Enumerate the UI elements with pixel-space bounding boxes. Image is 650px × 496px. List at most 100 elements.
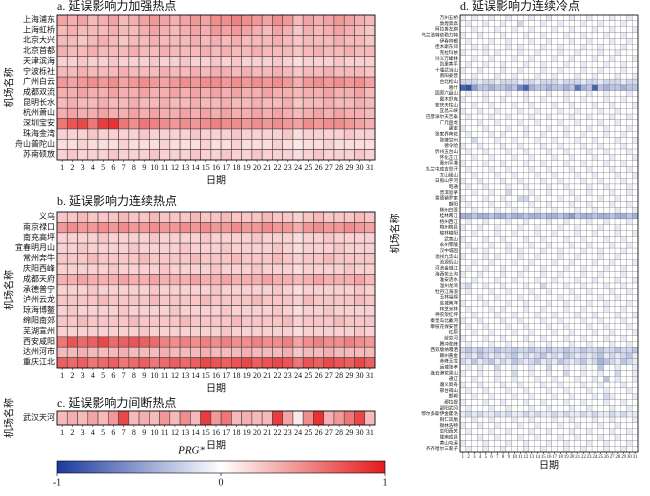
heat-cell	[56, 45, 68, 57]
heat-cell	[557, 259, 564, 266]
heat-cell	[465, 78, 472, 86]
heat-cell	[210, 284, 222, 296]
heat-cell	[626, 189, 633, 196]
y-tick-label: 绥芬河	[444, 334, 458, 341]
heat-cell	[292, 35, 304, 47]
heat-cell	[534, 387, 541, 394]
heat-cell	[574, 370, 581, 377]
heat-cell	[568, 73, 575, 80]
heat-cell	[488, 38, 495, 45]
heat-cell	[190, 357, 201, 369]
heat-cell	[568, 119, 575, 126]
heat-cell	[118, 211, 130, 223]
heat-cell	[56, 284, 68, 296]
heat-cell	[159, 357, 171, 369]
heat-cell	[580, 294, 587, 301]
heat-cell	[471, 119, 478, 126]
y-tick-label: 朝阳	[449, 200, 459, 207]
y-tick-label: 昆明长水	[23, 97, 55, 107]
heat-cell	[620, 32, 627, 39]
heat-cell	[568, 446, 575, 453]
heat-cell	[586, 312, 593, 319]
heat-cell	[597, 381, 604, 389]
heat-cell	[603, 38, 610, 45]
heat-cell	[534, 212, 541, 220]
x-tick-label: 4	[91, 371, 95, 380]
heat-cell	[523, 230, 530, 237]
heat-cell	[563, 364, 570, 371]
heat-cell	[609, 183, 616, 190]
heat-cell	[534, 183, 541, 190]
heat-cell	[471, 282, 478, 289]
heat-cell	[313, 294, 325, 306]
heat-cell	[477, 20, 484, 27]
heat-cell	[179, 357, 191, 369]
heat-cell	[77, 45, 89, 57]
heat-cell	[603, 323, 610, 330]
heat-cell	[471, 113, 478, 121]
heat-cell	[551, 73, 558, 80]
heat-cell	[557, 183, 564, 190]
heat-cell	[609, 271, 616, 278]
heat-cell	[551, 108, 558, 115]
heat-cell	[87, 107, 99, 119]
heat-cell	[459, 113, 466, 121]
heat-cell	[272, 107, 283, 119]
x-tick-label: 13	[529, 455, 534, 460]
heat-cell	[528, 183, 535, 190]
heat-cell	[586, 329, 593, 336]
heat-cell	[568, 259, 575, 266]
heat-cell	[534, 218, 541, 225]
heat-cell	[511, 44, 518, 51]
heat-cell	[77, 263, 89, 275]
heat-cell	[465, 143, 472, 150]
heat-cell	[465, 148, 472, 155]
heat-cell	[488, 14, 495, 21]
heat-cell	[632, 230, 639, 237]
heat-cell	[591, 218, 598, 225]
heat-cell	[614, 277, 621, 284]
heat-cell	[251, 263, 263, 275]
heat-cell	[505, 364, 512, 371]
y-tick-label: 乌兰浩特依勒力特	[421, 31, 458, 38]
heat-cell	[107, 138, 119, 150]
heat-cell	[568, 224, 575, 231]
heat-cell	[190, 128, 201, 140]
heat-cell	[138, 294, 150, 306]
heat-cell	[603, 277, 610, 284]
heat-cell	[580, 247, 587, 255]
heat-cell	[551, 20, 558, 27]
heat-cell	[511, 178, 518, 185]
heat-cell	[632, 440, 639, 447]
heat-cell	[471, 416, 478, 423]
x-tick-label: 5	[101, 163, 105, 172]
heat-cell	[459, 125, 466, 132]
heat-cell	[614, 154, 621, 161]
heat-cell	[210, 305, 222, 317]
heat-cell	[477, 393, 484, 400]
heat-cell	[586, 26, 593, 33]
heat-cell	[56, 326, 68, 338]
y-tick-label: 池州九华山	[435, 253, 458, 260]
heat-cell	[210, 87, 222, 99]
heat-cell	[302, 305, 314, 317]
heat-cell	[603, 446, 610, 453]
heat-cell	[333, 305, 345, 317]
heat-cell	[333, 66, 345, 78]
heat-cell	[597, 125, 604, 132]
heat-cell	[118, 336, 130, 348]
heat-cell	[551, 428, 558, 435]
heat-cell	[603, 370, 610, 377]
heat-cell	[169, 232, 181, 244]
heat-cell	[523, 294, 530, 301]
heat-cell	[528, 61, 535, 68]
heat-cell	[626, 300, 633, 307]
heat-cell	[190, 242, 201, 254]
heat-cell	[149, 107, 160, 119]
heat-cell	[517, 399, 524, 406]
heat-cell	[500, 178, 507, 185]
x-tick-label: 18	[233, 428, 241, 437]
heat-cell	[517, 253, 524, 260]
heat-cell	[465, 446, 472, 453]
heat-cell	[459, 440, 466, 447]
